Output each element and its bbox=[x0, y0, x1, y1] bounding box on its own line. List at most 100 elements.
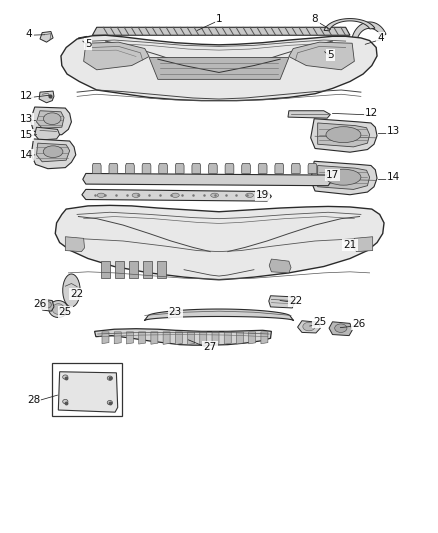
Text: 17: 17 bbox=[326, 170, 339, 180]
Polygon shape bbox=[142, 164, 151, 173]
Polygon shape bbox=[102, 332, 109, 344]
Polygon shape bbox=[127, 332, 134, 344]
Polygon shape bbox=[318, 165, 370, 189]
Polygon shape bbox=[40, 300, 54, 311]
Polygon shape bbox=[249, 332, 256, 344]
Polygon shape bbox=[208, 164, 217, 173]
Polygon shape bbox=[151, 332, 158, 344]
Text: 12: 12 bbox=[19, 91, 33, 101]
Polygon shape bbox=[139, 332, 146, 344]
Ellipse shape bbox=[63, 375, 68, 379]
Text: 8: 8 bbox=[312, 14, 318, 25]
Polygon shape bbox=[324, 19, 375, 31]
Polygon shape bbox=[101, 261, 110, 278]
Polygon shape bbox=[351, 22, 386, 48]
Polygon shape bbox=[258, 164, 267, 173]
Polygon shape bbox=[163, 332, 170, 344]
Text: 12: 12 bbox=[365, 108, 378, 118]
Polygon shape bbox=[143, 261, 152, 278]
Bar bbox=[52, 364, 122, 416]
Text: 4: 4 bbox=[26, 29, 32, 39]
Ellipse shape bbox=[44, 302, 51, 308]
Polygon shape bbox=[129, 261, 138, 278]
Polygon shape bbox=[261, 332, 268, 344]
Polygon shape bbox=[92, 27, 350, 35]
Text: 26: 26 bbox=[33, 298, 46, 309]
Text: 19: 19 bbox=[256, 190, 269, 200]
Polygon shape bbox=[311, 119, 377, 152]
Polygon shape bbox=[269, 296, 294, 308]
Polygon shape bbox=[289, 42, 354, 70]
Ellipse shape bbox=[43, 113, 61, 125]
Polygon shape bbox=[242, 164, 251, 173]
Polygon shape bbox=[212, 332, 219, 344]
Polygon shape bbox=[329, 322, 352, 336]
Polygon shape bbox=[36, 143, 70, 162]
Polygon shape bbox=[192, 164, 201, 173]
Polygon shape bbox=[291, 164, 300, 173]
Text: 22: 22 bbox=[289, 296, 302, 306]
Ellipse shape bbox=[326, 169, 361, 185]
Ellipse shape bbox=[211, 193, 219, 197]
Ellipse shape bbox=[326, 127, 361, 143]
Polygon shape bbox=[61, 35, 377, 101]
Polygon shape bbox=[63, 274, 80, 307]
Text: 26: 26 bbox=[352, 319, 365, 329]
Polygon shape bbox=[35, 127, 60, 140]
Polygon shape bbox=[55, 205, 384, 280]
Polygon shape bbox=[187, 332, 194, 345]
Ellipse shape bbox=[107, 376, 113, 380]
Polygon shape bbox=[39, 91, 54, 103]
Ellipse shape bbox=[335, 324, 347, 333]
Polygon shape bbox=[237, 332, 244, 344]
Polygon shape bbox=[92, 164, 101, 173]
Polygon shape bbox=[84, 42, 149, 70]
Polygon shape bbox=[200, 332, 207, 344]
Polygon shape bbox=[175, 164, 184, 173]
Polygon shape bbox=[269, 259, 291, 273]
Ellipse shape bbox=[43, 146, 63, 158]
Ellipse shape bbox=[63, 399, 68, 403]
Polygon shape bbox=[275, 164, 284, 173]
Polygon shape bbox=[83, 173, 332, 185]
Polygon shape bbox=[353, 237, 373, 252]
Text: 5: 5 bbox=[327, 50, 334, 60]
Ellipse shape bbox=[246, 193, 254, 197]
Text: 22: 22 bbox=[71, 289, 84, 299]
Text: 1: 1 bbox=[215, 14, 223, 25]
Text: 13: 13 bbox=[19, 114, 33, 124]
Polygon shape bbox=[31, 139, 76, 168]
Ellipse shape bbox=[107, 400, 113, 405]
Polygon shape bbox=[49, 301, 68, 318]
Text: 25: 25 bbox=[313, 317, 326, 327]
Polygon shape bbox=[126, 164, 134, 173]
Polygon shape bbox=[82, 189, 272, 201]
Text: 4: 4 bbox=[377, 33, 384, 43]
Polygon shape bbox=[65, 237, 85, 252]
Text: 13: 13 bbox=[387, 126, 400, 136]
Text: 15: 15 bbox=[19, 130, 33, 140]
Polygon shape bbox=[36, 111, 64, 128]
Polygon shape bbox=[149, 58, 289, 79]
Polygon shape bbox=[95, 329, 272, 345]
Polygon shape bbox=[114, 332, 121, 344]
Text: 23: 23 bbox=[169, 306, 182, 317]
Polygon shape bbox=[318, 123, 370, 147]
Polygon shape bbox=[52, 304, 64, 314]
Ellipse shape bbox=[303, 322, 315, 331]
Text: 28: 28 bbox=[27, 395, 40, 406]
Ellipse shape bbox=[171, 193, 179, 197]
Text: 27: 27 bbox=[204, 342, 217, 352]
Text: 5: 5 bbox=[85, 39, 92, 49]
Polygon shape bbox=[58, 372, 118, 412]
Text: 14: 14 bbox=[19, 150, 33, 160]
Ellipse shape bbox=[132, 193, 140, 197]
Polygon shape bbox=[317, 50, 329, 61]
Polygon shape bbox=[297, 321, 320, 333]
Text: 25: 25 bbox=[59, 306, 72, 317]
Polygon shape bbox=[311, 161, 377, 195]
Polygon shape bbox=[145, 309, 293, 321]
Polygon shape bbox=[30, 107, 71, 136]
Text: 14: 14 bbox=[387, 172, 400, 182]
Polygon shape bbox=[288, 111, 330, 118]
